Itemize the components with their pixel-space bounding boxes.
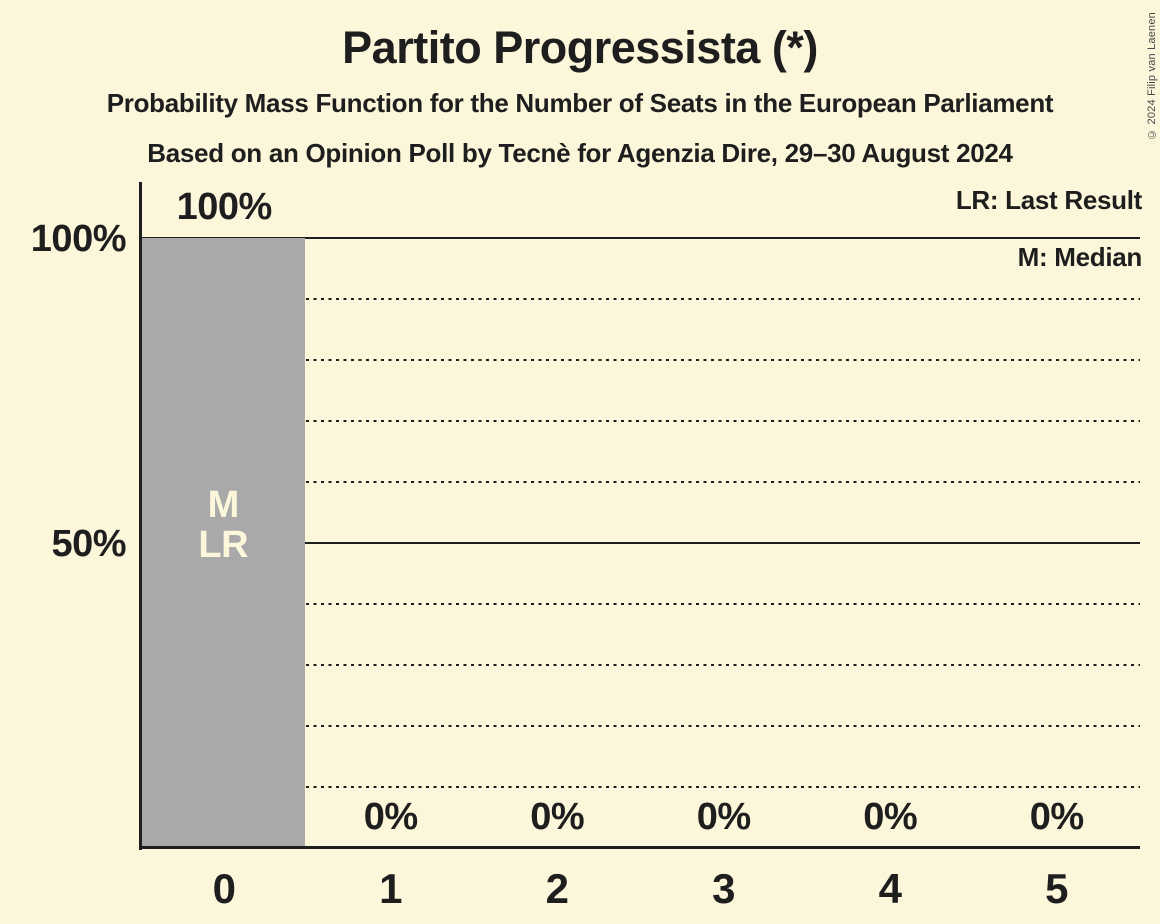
copyright-notice: © 2024 Filip van Laenen (1146, 12, 1158, 140)
bar-annotation-label-m: M (207, 484, 240, 526)
x-tick-label-5: 5 (1045, 865, 1069, 912)
chart-source-line: Based on an Opinion Poll by Tecnè for Ag… (147, 138, 1013, 168)
bar-annotation-median-lastresult: M LR (142, 485, 306, 565)
gridline-dotted-20 (141, 725, 1140, 727)
bar-seats-0 (141, 238, 305, 848)
gridline-dotted-60 (141, 481, 1140, 483)
y-tick-label-50%: 50% (51, 523, 126, 565)
gridline-dotted-40 (141, 603, 1140, 605)
legend-last-result: LR: Last Result (955, 185, 1142, 215)
bar-value-label-3: 0% (696, 796, 751, 838)
legend-median: M: Median (1017, 242, 1143, 272)
gridline-solid-50 (141, 542, 1140, 544)
gridline-dotted-90 (141, 298, 1140, 300)
bar-value-label-2: 0% (530, 796, 585, 838)
x-tick-label-2: 2 (545, 865, 569, 912)
x-tick-label-1: 1 (379, 865, 403, 912)
gridline-dotted-30 (141, 664, 1140, 666)
y-axis-line (139, 182, 142, 850)
bar-annotation-label-lr: LR (198, 524, 249, 566)
x-tick-label-4: 4 (878, 865, 902, 912)
x-tick-label-0: 0 (212, 865, 236, 912)
gridline-solid-100 (141, 237, 1140, 239)
gridline-dotted-80 (141, 359, 1140, 361)
y-tick-label-100%: 100% (30, 218, 127, 260)
x-axis-line (139, 846, 1140, 849)
bar-value-label-4: 0% (863, 796, 918, 838)
gridline-dotted-70 (141, 420, 1140, 422)
chart-subtitle: Probability Mass Function for the Number… (106, 88, 1054, 118)
page-title: Partito Progressista (*) (342, 22, 818, 73)
bar-value-label-5: 0% (1029, 796, 1084, 838)
bar-value-label-0: 100% (176, 186, 273, 228)
x-tick-label-3: 3 (712, 865, 736, 912)
bar-value-label-1: 0% (363, 796, 418, 838)
gridline-dotted-10 (141, 786, 1140, 788)
